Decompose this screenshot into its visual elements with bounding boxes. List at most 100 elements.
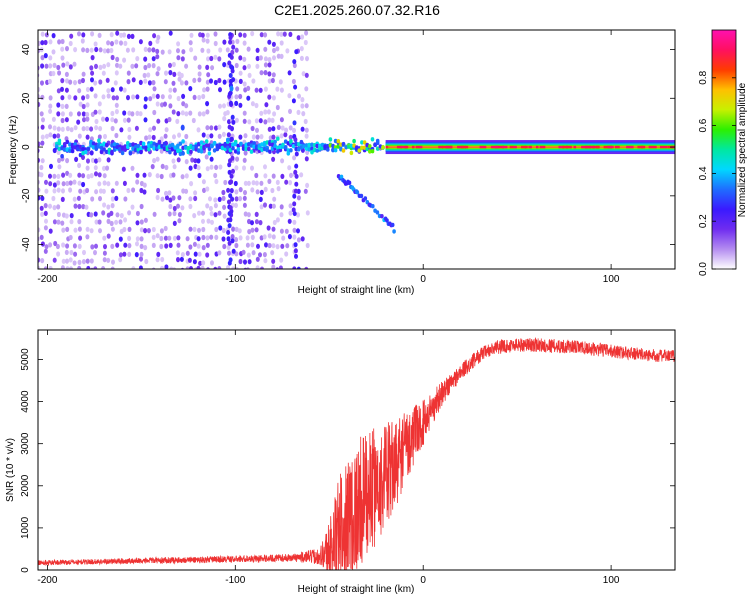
spectrogram-cell xyxy=(106,88,111,94)
spectrogram-cell xyxy=(255,256,260,262)
spectrogram-cell xyxy=(106,93,111,99)
spectrogram-cell xyxy=(201,132,206,138)
spectrogram-cell xyxy=(246,85,251,91)
spectrogram-cell xyxy=(69,249,74,256)
spectrogram-cell xyxy=(390,222,395,228)
spectrogram-cell xyxy=(197,64,202,70)
spectrogram-cell xyxy=(72,61,77,67)
spectrogram-cell xyxy=(243,133,248,139)
spectrogram-cell xyxy=(293,169,298,175)
spectrogram-cell xyxy=(355,190,360,195)
spectrogram-cell xyxy=(304,103,309,109)
spectrogram-cell xyxy=(60,196,65,202)
spectrogram-cell xyxy=(65,46,69,52)
spectrogram-cell xyxy=(222,213,227,219)
spectrogram-cell xyxy=(43,210,48,216)
spectrogram-cell xyxy=(297,142,301,147)
spectrogram-cell xyxy=(234,266,239,269)
spectrogram-cell xyxy=(106,48,111,54)
spectrogram-cell xyxy=(102,165,106,171)
spectrogram-cell xyxy=(163,101,167,107)
spectrogram-cell xyxy=(52,147,57,154)
spectrogram-cell xyxy=(110,266,115,269)
spectrogram-cell xyxy=(48,132,53,138)
spectrogram-cell xyxy=(146,228,151,234)
spectrogram-cell xyxy=(77,172,82,178)
spectrogram-cell xyxy=(362,140,367,145)
spectrogram-cell xyxy=(77,180,82,186)
spectrogram-cell xyxy=(122,180,127,186)
spectrogram-cell xyxy=(93,266,98,269)
spectrogram-cell xyxy=(228,100,233,106)
spectrogram-cell xyxy=(81,181,86,188)
spectrogram-cell xyxy=(289,172,293,178)
spectrogram-cell xyxy=(106,40,111,46)
spectrogram-cell xyxy=(217,56,222,62)
spectrogram-cell xyxy=(162,146,167,152)
spectrogram-cell xyxy=(254,172,259,179)
spectrogram-cell xyxy=(114,132,119,139)
spectrogram-cell xyxy=(155,38,160,44)
spectrogram-cell xyxy=(299,139,304,145)
spectrogram-cell xyxy=(164,164,169,171)
spectrogram-cell xyxy=(48,228,53,234)
spectrogram-cell xyxy=(194,144,198,149)
spectrogram-cell xyxy=(151,267,156,269)
spectrogram-cell xyxy=(279,133,284,139)
spectrogram-cell xyxy=(181,188,186,194)
spectrogram-cell xyxy=(185,236,190,242)
spectrogram-cell xyxy=(56,173,61,179)
spectrogram-cell xyxy=(266,225,271,231)
spectrogram-cell xyxy=(167,211,172,217)
spectrogram-cell xyxy=(138,111,143,117)
spectrogram-cell xyxy=(123,242,128,248)
spectrogram-cell xyxy=(258,252,262,258)
spectrogram-cell xyxy=(181,139,185,144)
spectrogram-cell xyxy=(264,102,269,108)
spectrogram-cell xyxy=(176,257,180,263)
spectrogram-cell xyxy=(209,156,214,162)
spectrogram-cell xyxy=(179,80,184,86)
spectrogram-cell xyxy=(347,180,352,185)
y-tick-label: 0 xyxy=(20,567,31,573)
spectrogram-cell xyxy=(271,95,276,101)
spectrogram-cell xyxy=(53,240,58,247)
spectrogram-cell xyxy=(89,212,94,218)
spectrogram-cell xyxy=(176,235,181,241)
spectrogram-cell xyxy=(143,96,148,102)
spectrogram-cell xyxy=(222,103,226,109)
spectrogram-cell xyxy=(72,179,77,185)
spectrogram-cell xyxy=(205,166,210,172)
spectrogram-cell xyxy=(52,219,57,225)
spectrogram-cell xyxy=(276,53,281,59)
spectrogram-cell xyxy=(254,219,259,225)
spectrogram-cell xyxy=(119,40,123,46)
spectrogram-cell xyxy=(152,211,157,217)
spectrogram-cell xyxy=(300,97,305,103)
colorbar-tick-label: 0.6 xyxy=(698,118,709,132)
spectrogram-cell xyxy=(245,242,250,248)
spectrogram-cell xyxy=(127,134,132,140)
spectrogram-cell xyxy=(52,182,57,188)
spectrogram-cell xyxy=(156,118,161,124)
spectrogram-cell xyxy=(231,146,235,151)
spectrogram-cell xyxy=(135,94,140,100)
spectrogram-frame xyxy=(37,29,676,270)
spectrogram-cell xyxy=(287,70,292,76)
spectrogram-cell xyxy=(61,227,66,233)
spectrogram-cell xyxy=(254,102,259,109)
spectrogram-cell xyxy=(246,252,251,258)
spectrogram-cell xyxy=(221,236,226,242)
spectrogram-cell xyxy=(291,98,296,104)
spectrogram-cell xyxy=(210,260,214,266)
spectrogram-cell xyxy=(152,146,156,151)
spectrogram-cell xyxy=(38,195,41,201)
spectrogram-cell xyxy=(89,126,94,132)
spectrogram-cell xyxy=(208,205,213,212)
y-tick-label: -20 xyxy=(21,188,32,203)
spectrogram-cell xyxy=(247,218,251,225)
spectrogram-cell xyxy=(205,38,210,44)
spectrogram-cell xyxy=(56,111,61,117)
spectrogram-cell xyxy=(156,66,161,72)
spectrogram-cell xyxy=(68,111,73,117)
